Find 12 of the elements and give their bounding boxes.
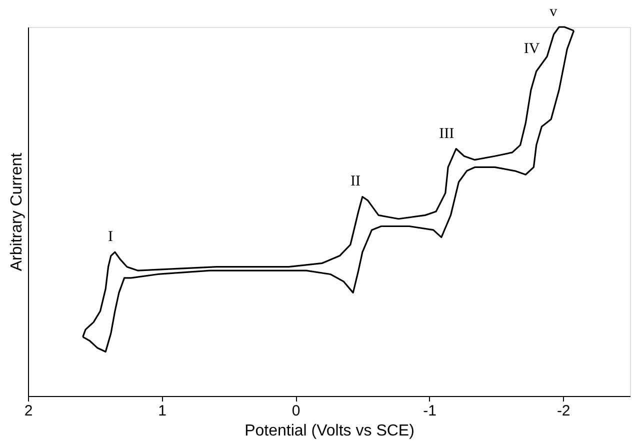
x-tick-label: -1	[423, 402, 437, 420]
x-tick-label: 2	[24, 402, 33, 420]
annotation: II	[350, 174, 360, 190]
annotation: v	[550, 4, 558, 20]
x-tick-label: 0	[292, 402, 300, 420]
annotation: III	[439, 126, 454, 142]
x-tick-label: 1	[158, 402, 166, 420]
x-axis-title: Potential (Volts vs SCE)	[244, 422, 414, 440]
y-axis-title: Arbitrary Current	[8, 152, 26, 272]
x-tick-label: -2	[556, 402, 570, 420]
annotation: IV	[524, 40, 540, 57]
annotation: I	[108, 229, 113, 246]
